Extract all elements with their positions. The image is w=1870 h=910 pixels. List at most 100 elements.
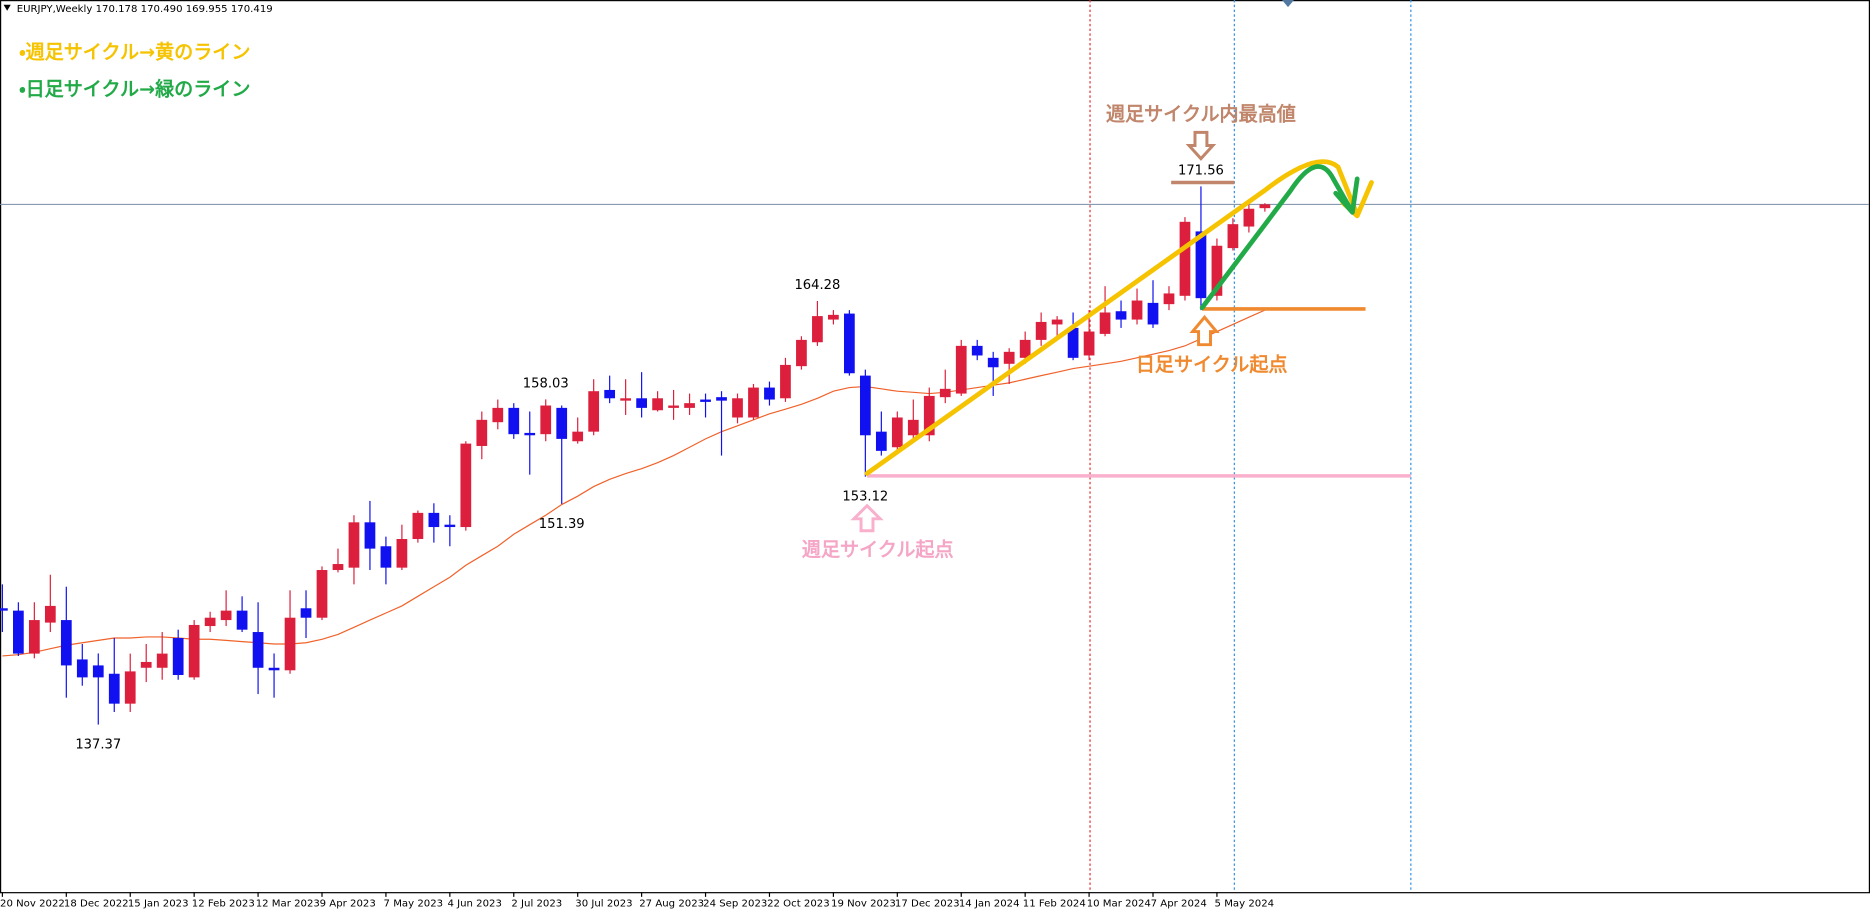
candle-body xyxy=(1179,221,1191,296)
x-tick-label: 22 Oct 2023 xyxy=(767,898,830,909)
x-tick-label: 18 Dec 2022 xyxy=(64,898,129,909)
annotation: 週足サイクル起点 xyxy=(802,539,954,561)
candle-body xyxy=(700,399,711,402)
candle-body xyxy=(987,357,999,368)
x-tick-label: 27 Aug 2023 xyxy=(639,898,704,909)
candle-body xyxy=(140,661,152,668)
candle-body xyxy=(716,397,727,401)
x-tick-label: 24 Sep 2023 xyxy=(703,898,767,909)
high-label: 171.56 xyxy=(1178,163,1224,178)
candle-body xyxy=(668,405,679,408)
candle-body xyxy=(396,539,408,568)
candle-body xyxy=(556,407,568,439)
candle-body xyxy=(12,610,24,654)
candle-body xyxy=(732,398,743,418)
candle-body xyxy=(1211,245,1223,296)
x-tick-label: 7 May 2023 xyxy=(384,898,444,909)
drawn-curve xyxy=(1199,164,1360,311)
high-label: 164.28 xyxy=(794,278,840,293)
candle-body xyxy=(348,522,360,568)
x-tick-label: 12 Feb 2023 xyxy=(192,898,255,909)
candle-body xyxy=(1003,351,1015,364)
arrow-up xyxy=(1189,314,1220,347)
candle-body xyxy=(1083,331,1095,356)
x-tick-label: 10 Mar 2024 xyxy=(1087,898,1151,909)
candle-body xyxy=(939,388,951,398)
x-tick-label: 20 Nov 2022 xyxy=(0,898,65,909)
candle-body xyxy=(859,375,871,436)
low-label: 153.12 xyxy=(842,490,888,505)
candle-body xyxy=(508,407,520,435)
candle-body xyxy=(812,316,823,343)
candle-body xyxy=(748,387,759,418)
candle-body xyxy=(316,570,328,618)
candle-body xyxy=(684,403,695,408)
candle-body xyxy=(1131,300,1143,320)
candle-body xyxy=(28,620,40,654)
candle-body xyxy=(284,617,296,671)
candle-body xyxy=(1051,319,1063,325)
candle-body xyxy=(572,431,584,442)
x-tick-label: 30 Jul 2023 xyxy=(575,898,632,909)
candle-body xyxy=(172,638,184,676)
menu-icon xyxy=(3,4,11,11)
candle-body xyxy=(60,620,72,666)
low-label: 151.39 xyxy=(539,517,585,532)
candle-body xyxy=(636,398,647,408)
candle-body xyxy=(923,395,935,436)
candle-body xyxy=(76,659,88,678)
candle-body xyxy=(604,389,616,399)
candle-body xyxy=(796,339,807,367)
candle-body xyxy=(428,512,440,528)
candle-body xyxy=(460,443,472,528)
candle-body xyxy=(108,673,120,704)
candle-body xyxy=(780,364,791,399)
candle-body xyxy=(907,419,919,436)
candle-body xyxy=(0,608,8,611)
candle-body xyxy=(492,407,504,423)
candle-body xyxy=(828,314,839,320)
annotation: 週足サイクル内最高値 xyxy=(1106,102,1296,125)
x-tick-label: 4 Jun 2023 xyxy=(447,898,501,909)
legend-note: ・日足サイクル→緑のライン xyxy=(19,77,250,100)
low-label: 137.37 xyxy=(75,737,121,752)
candle-body xyxy=(588,391,600,432)
candle-body xyxy=(124,671,136,704)
candle-body xyxy=(1227,224,1239,249)
candle-body xyxy=(1099,312,1111,334)
candle-body xyxy=(380,546,392,568)
candle-body xyxy=(1259,204,1271,209)
candle-body xyxy=(1195,231,1207,299)
candle-body xyxy=(1019,339,1031,358)
candle-body xyxy=(1147,302,1159,325)
x-tick-label: 19 Nov 2023 xyxy=(831,898,896,909)
moving-average xyxy=(2,309,1266,657)
candle-body xyxy=(476,419,488,446)
x-tick-label: 17 Dec 2023 xyxy=(895,898,960,909)
arrow-up xyxy=(850,503,884,533)
annotation: 日足サイクル起点 xyxy=(1136,354,1288,376)
candle-body xyxy=(412,512,424,540)
candle-body xyxy=(620,398,632,401)
candle-body xyxy=(364,522,376,549)
candle-body xyxy=(971,345,983,356)
candle-body xyxy=(764,387,775,400)
candle-body xyxy=(44,605,56,623)
candle-body xyxy=(156,653,168,668)
x-tick-label: 2 Jul 2023 xyxy=(511,898,562,909)
high-label: 158.03 xyxy=(523,376,569,391)
x-tick-label: 15 Jan 2023 xyxy=(128,898,189,909)
candle-body xyxy=(891,417,903,448)
legend-note: ・週足サイクル→黄のライン xyxy=(19,40,250,63)
x-tick-label: 5 May 2024 xyxy=(1215,898,1275,909)
x-tick-label: 12 Mar 2023 xyxy=(256,898,320,909)
candle-body xyxy=(1163,293,1175,305)
arrow-down xyxy=(1185,130,1217,161)
x-tick-label: 7 Apr 2024 xyxy=(1151,898,1207,909)
x-tick-label: 9 Apr 2023 xyxy=(320,898,376,909)
marker xyxy=(1282,0,1294,8)
candle-body xyxy=(236,610,248,630)
candle-body xyxy=(540,405,552,435)
